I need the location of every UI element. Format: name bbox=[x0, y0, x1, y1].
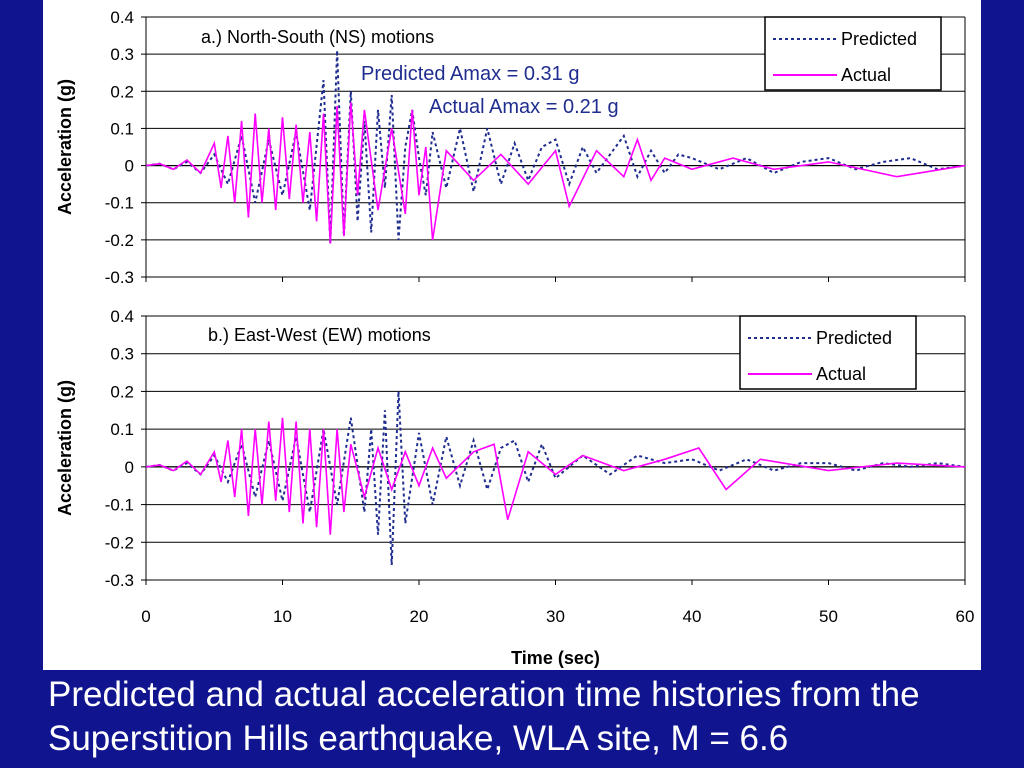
y-axis-label: Acceleration (g) bbox=[55, 79, 75, 215]
annotation: Actual Amax = 0.21 g bbox=[429, 96, 619, 118]
y-tick-label: -0.2 bbox=[105, 231, 134, 250]
annotation: Predicted Amax = 0.31 g bbox=[361, 63, 579, 85]
series-line-actual bbox=[145, 417, 966, 535]
chart-panel: 0.4 0.3 0.2 0.1 0 -0.1 -0.2 -0.3 a.) North-South… bbox=[43, 0, 981, 670]
chart-title: b.) East-West (EW) motions bbox=[208, 325, 431, 345]
y-tick-label: 0.2 bbox=[110, 82, 134, 101]
y-tick-label: -0.3 bbox=[105, 268, 134, 287]
x-tick-label: 30 bbox=[546, 607, 565, 626]
y-tick-label: 0.1 bbox=[110, 119, 134, 138]
legend-label-actual: Actual bbox=[816, 364, 866, 384]
y-tick-label: 0 bbox=[125, 458, 134, 477]
y-tick-label: 0.3 bbox=[110, 45, 134, 64]
y-tick-label: -0.2 bbox=[105, 533, 134, 552]
y-tick-label: -0.3 bbox=[105, 571, 134, 590]
x-tick-label: 0 bbox=[141, 607, 150, 626]
legend-box bbox=[764, 16, 942, 91]
y-tick-label: 0 bbox=[125, 157, 134, 176]
x-tick-label: 10 bbox=[273, 607, 292, 626]
y-tick-label: 0.2 bbox=[110, 382, 134, 401]
y-axis-label: Acceleration (g) bbox=[55, 380, 75, 516]
x-tick-label: 50 bbox=[819, 607, 838, 626]
x-tick-label: 60 bbox=[956, 607, 975, 626]
y-tick-label: 0.4 bbox=[110, 8, 134, 27]
legend-label-predicted: Predicted bbox=[816, 328, 892, 348]
slide-caption: Predicted and actual acceleration time h… bbox=[48, 675, 920, 758]
legend-label-actual: Actual bbox=[841, 65, 891, 85]
legend-label-predicted: Predicted bbox=[841, 29, 917, 49]
y-tick-label: 0.1 bbox=[110, 420, 134, 439]
x-axis-label: Time (sec) bbox=[511, 648, 600, 668]
y-tick-label: 0.3 bbox=[110, 345, 134, 364]
legend-box bbox=[739, 315, 917, 390]
chart-figure: 0.4 0.3 0.2 0.1 0 -0.1 -0.2 -0.3 a.) North-South… bbox=[55, 8, 974, 668]
series-line-predicted bbox=[145, 391, 966, 565]
x-tick-label: 20 bbox=[410, 607, 429, 626]
chart-ew: 0.4 0.3 0.2 0.1 0 -0.1 -0.2 -0.3 0 10 20 30 40 50 60 b.… bbox=[55, 307, 974, 668]
y-tick-label: 0.4 bbox=[110, 307, 134, 326]
chart-ns: 0.4 0.3 0.2 0.1 0 -0.1 -0.2 -0.3 a.) North-South… bbox=[55, 8, 966, 287]
chart-title: a.) North-South (NS) motions bbox=[201, 27, 434, 47]
y-tick-label: -0.1 bbox=[105, 194, 134, 213]
y-tick-label: -0.1 bbox=[105, 496, 134, 515]
x-tick-label: 40 bbox=[683, 607, 702, 626]
series-line-actual bbox=[145, 102, 966, 244]
